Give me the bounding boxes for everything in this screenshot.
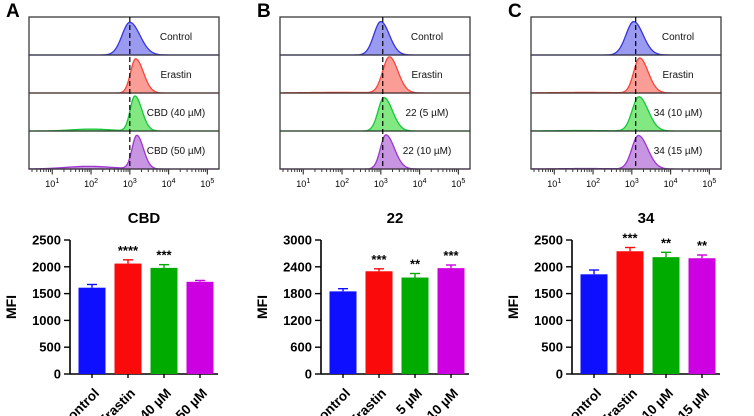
bar (580, 274, 608, 374)
x-tick-label: 102 (84, 178, 98, 189)
significance-stars: ** (661, 235, 672, 250)
histogram-row-label: 34 (15 µM) (654, 146, 703, 157)
panel-a: A Control Erastin CBD (40 µM) CBD (50 µM) 10… (0, 0, 251, 416)
histogram-row-label: CBD (40 µM) (147, 108, 206, 119)
x-tick-label: 103 (374, 178, 388, 189)
histogram-row-label: Control (662, 32, 694, 43)
bar (114, 263, 142, 374)
x-tick-label: 101 (296, 178, 310, 189)
chart-title: 34 (638, 210, 655, 227)
x-tick-label: 104 (664, 178, 678, 189)
histogram-stack-b: Control Erastin 22 (5 µM) 22 (10 µM) 101 102 1… (279, 16, 471, 189)
x-tick-label: 103 (625, 178, 639, 189)
x-category-label: 40 µM (137, 386, 174, 416)
y-tick-label: 500 (39, 340, 61, 355)
histogram-stack-a: Control Erastin CBD (40 µM) CBD (50 µM) 101 1… (28, 16, 220, 189)
bar (365, 271, 393, 374)
y-tick-label: 1000 (534, 313, 563, 328)
significance-stars: ** (697, 238, 708, 253)
y-tick-label: 3000 (283, 233, 312, 248)
bar (329, 291, 357, 374)
x-tick-label: 101 (547, 178, 561, 189)
x-tick-label: 104 (413, 178, 427, 189)
significance-stars: ** (410, 257, 421, 272)
significance-stars: **** (118, 243, 139, 258)
x-category-label: 10 µM (639, 386, 676, 416)
x-category-label: Erastin (346, 386, 389, 416)
y-axis-label: MFI (254, 295, 270, 319)
y-tick-label: 500 (541, 340, 563, 355)
bar-chart-a: CBD MFI 0 500 1000 1500 2000 2500 Control **** Era… (3, 210, 218, 416)
bar-chart-b: 22 MFI 0 600 1200 1800 2400 3000 Control *** Erast… (254, 210, 469, 416)
y-tick-label: 600 (290, 340, 312, 355)
panel-letter: C (508, 1, 522, 22)
y-axis-label: MFI (3, 295, 19, 319)
bar (401, 277, 429, 374)
histogram-row-label: CBD (50 µM) (147, 146, 206, 157)
panel-letter: A (6, 1, 20, 22)
y-tick-label: 0 (54, 367, 61, 382)
bar (652, 257, 680, 374)
histogram-row-label: Control (160, 32, 192, 43)
x-category-label: Control (560, 386, 605, 416)
y-tick-label: 0 (556, 367, 563, 382)
x-category-label: 15 µM (675, 386, 712, 416)
x-tick-label: 105 (200, 178, 214, 189)
histogram-row-label: Control (411, 32, 443, 43)
panel-letter: B (257, 1, 271, 22)
bar (437, 268, 465, 374)
histogram-row-label: Erastin (160, 70, 191, 81)
y-tick-label: 1500 (32, 286, 61, 301)
x-tick-label: 103 (123, 178, 137, 189)
panel-b: B Control Erastin 22 (5 µM) 22 (10 µM) 101 10… (251, 0, 502, 416)
histogram-row-label: 22 (10 µM) (403, 146, 452, 157)
bar (688, 258, 716, 374)
x-tick-label: 102 (586, 178, 600, 189)
x-category-label: 50 µM (173, 386, 210, 416)
y-tick-label: 1500 (534, 286, 563, 301)
histogram-stack-c: Control Erastin 34 (10 µM) 34 (15 µM) 101 102… (530, 16, 722, 189)
panel-c: C Control Erastin 34 (10 µM) 34 (15 µM) 101 1… (502, 0, 754, 416)
y-tick-label: 1200 (283, 313, 312, 328)
bar-chart-c: 34 MFI 0 500 1000 1500 2000 2500 Control *** Erast… (505, 210, 720, 416)
x-tick-label: 105 (451, 178, 465, 189)
histogram-row-label: Erastin (411, 70, 442, 81)
histogram-row-label: Erastin (662, 70, 693, 81)
chart-title: 22 (387, 210, 404, 227)
x-tick-label: 105 (702, 178, 716, 189)
significance-stars: *** (371, 252, 387, 267)
y-tick-label: 1000 (32, 313, 61, 328)
y-tick-label: 2500 (534, 233, 563, 248)
bar (616, 251, 644, 374)
chart-title: CBD (128, 210, 161, 227)
y-tick-label: 1800 (283, 286, 312, 301)
histogram-row-label: 34 (10 µM) (654, 108, 703, 119)
x-tick-label: 101 (45, 178, 59, 189)
y-tick-label: 2500 (32, 233, 61, 248)
x-tick-label: 102 (335, 178, 349, 189)
significance-stars: *** (622, 231, 638, 246)
bar (150, 267, 178, 374)
significance-stars: *** (156, 248, 172, 263)
y-tick-label: 2000 (534, 259, 563, 274)
x-category-label: Erastin (597, 386, 640, 416)
x-category-label: Control (309, 386, 354, 416)
x-category-label: 5 µM (393, 386, 425, 416)
y-axis-label: MFI (505, 295, 521, 319)
significance-stars: *** (443, 248, 459, 263)
x-category-label: Erastin (95, 386, 138, 416)
x-category-label: 10 µM (424, 386, 461, 416)
bar (78, 287, 106, 374)
bar (186, 281, 214, 374)
y-tick-label: 0 (305, 367, 312, 382)
y-tick-label: 2000 (32, 259, 61, 274)
histogram-row-label: 22 (5 µM) (406, 108, 449, 119)
y-tick-label: 2400 (283, 259, 312, 274)
x-category-label: Control (58, 386, 103, 416)
x-tick-label: 104 (162, 178, 176, 189)
